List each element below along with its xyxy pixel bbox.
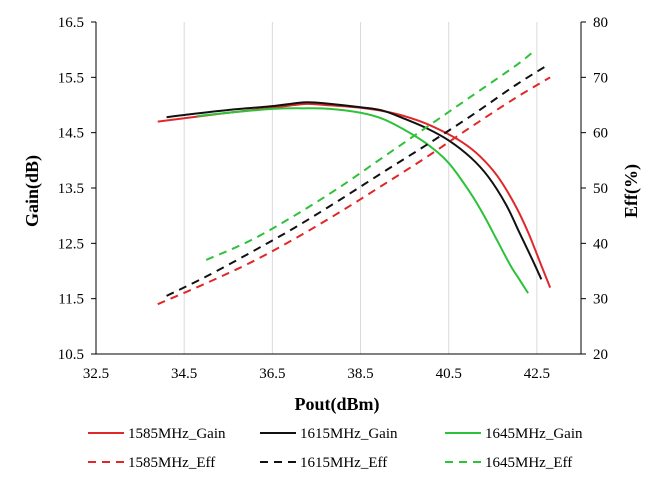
y-axis-title: Gain(dB) — [22, 155, 43, 227]
series-line-1615mhz-eff — [166, 65, 547, 297]
y2-tick-label: 30 — [593, 292, 608, 308]
legend-item-1645mhz-eff: 1645MHz_Eff — [445, 455, 572, 471]
legend-item-1615mhz-eff: 1615MHz_Eff — [260, 455, 387, 471]
x-tick-label: 34.5 — [171, 366, 197, 382]
y2-tick-label: 60 — [593, 126, 608, 142]
series-line-1645mhz-gain — [197, 107, 529, 294]
legend-item-1615mhz-gain: 1615MHz_Gain — [260, 426, 398, 442]
y2-tick-label: 80 — [593, 15, 608, 31]
y2-tick-label: 50 — [593, 181, 608, 197]
y-tick-label: 16.5 — [58, 15, 84, 31]
y2-tick-label: 70 — [593, 70, 608, 86]
y-tick-label: 11.5 — [58, 292, 84, 308]
x-tick-label: 36.5 — [259, 366, 285, 382]
x-tick-label: 38.5 — [347, 366, 373, 382]
y2-axis-title: Eff(%) — [621, 164, 642, 218]
x-tick-label: 40.5 — [436, 366, 462, 382]
series-line-1585mhz-gain — [157, 102, 552, 288]
series-line-1645mhz-eff — [205, 51, 534, 261]
axes — [91, 21, 586, 355]
legend-item-1645mhz-gain: 1645MHz_Gain — [445, 426, 583, 442]
y2-tick-label: 20 — [593, 347, 608, 363]
y2-tick-label: 40 — [593, 236, 608, 252]
legend-label: 1585MHz_Gain — [128, 426, 226, 442]
series-line-1585mhz-eff — [157, 76, 551, 306]
x-tick-label: 32.5 — [83, 366, 109, 382]
legend-label: 1585MHz_Eff — [128, 455, 215, 471]
legend-label: 1645MHz_Eff — [485, 455, 572, 471]
grid-lines — [183, 22, 582, 354]
x-tick-label: 42.5 — [524, 366, 550, 382]
series-line-1615mhz-gain — [166, 101, 543, 280]
legend-item-1585mhz-eff: 1585MHz_Eff — [88, 455, 215, 471]
legend-label: 1615MHz_Eff — [300, 455, 387, 471]
legend-item-1585mhz-gain: 1585MHz_Gain — [88, 426, 226, 442]
y-tick-label: 12.5 — [58, 236, 84, 252]
series-group — [157, 51, 552, 306]
legend: 1585MHz_Gain 1615MHz_Gain 1645MHz_Gain 1585… — [88, 426, 583, 471]
legend-label: 1645MHz_Gain — [485, 426, 583, 442]
y-tick-label: 13.5 — [58, 181, 84, 197]
y-tick-label: 10.5 — [58, 347, 84, 363]
x-axis-title: Pout(dBm) — [295, 394, 380, 415]
y-tick-label: 14.5 — [58, 126, 84, 142]
tick-labels: 32.5 34.5 36.5 38.5 40.5 42.5 10.5 11.5 12.5 13.5… — [58, 15, 608, 382]
y-tick-label: 15.5 — [58, 70, 84, 86]
legend-label: 1615MHz_Gain — [300, 426, 398, 442]
